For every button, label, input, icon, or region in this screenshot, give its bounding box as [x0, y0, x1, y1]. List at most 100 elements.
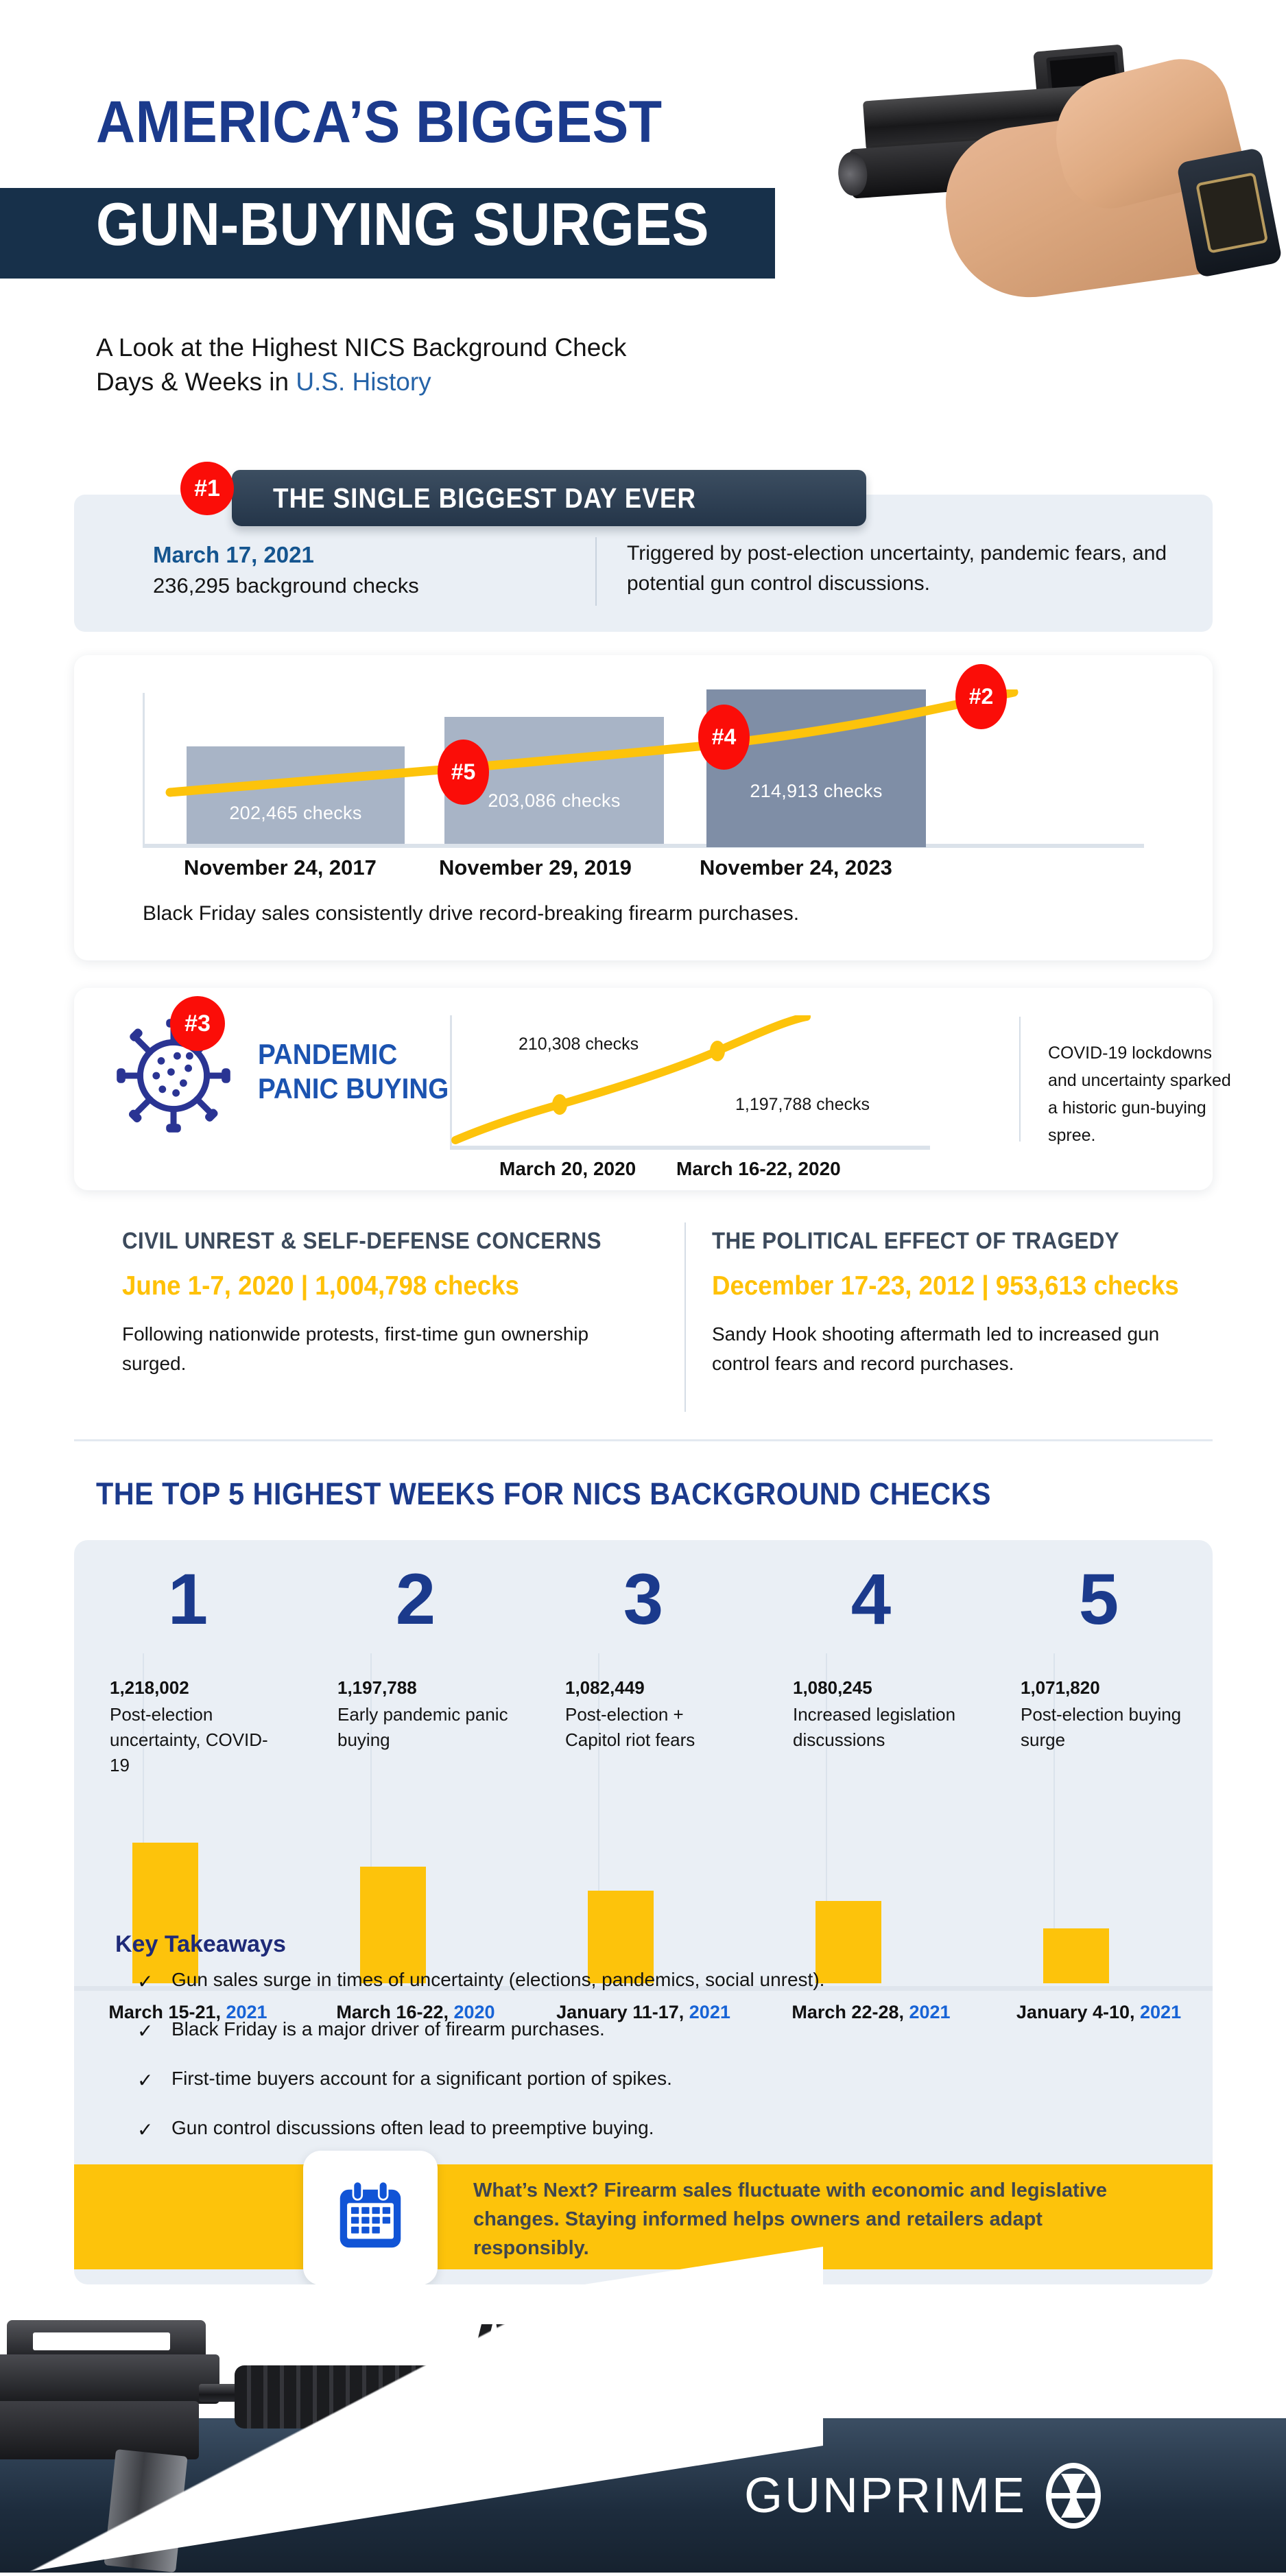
pandemic-label-high: 1,197,788 checks	[735, 1095, 870, 1114]
whats-next-icon-box	[303, 2151, 438, 2285]
week-cause: Post-election uncertainty, COVID-19	[110, 1704, 268, 1775]
top5-axis	[74, 1986, 1213, 1991]
list-item: ✓ Black Friday is a major driver of fire…	[137, 2018, 1097, 2068]
hero-section: AMERICA’S BIGGEST GUN-BUYING SURGES A Lo…	[0, 0, 1286, 480]
week-bar	[815, 1901, 881, 1983]
biggest-day-stats: March 17, 2021 236,295 background checks	[153, 542, 578, 598]
top5-item-3: 3 1,082,449 Post-election + Capitol riot…	[529, 1540, 757, 1993]
page-title-line1: AMERICA’S BIGGEST	[96, 89, 663, 155]
pandemic-trend-line	[451, 1015, 811, 1144]
crosshair-oval-icon	[1046, 2463, 1102, 2529]
rank-badge-1: #1	[180, 462, 234, 515]
calendar-icon	[340, 2180, 401, 2248]
subtitle-line2: Days & Weeks in	[96, 367, 296, 396]
list-item-label: Gun sales surge in times of uncertainty …	[171, 1969, 825, 1990]
two-column-section: CIVIL UNREST & SELF-DEFENSE CONCERNS Jun…	[74, 1222, 1213, 1434]
column-divider	[1053, 1653, 1055, 1983]
black-friday-x-labels: November 24, 2017 November 29, 2019 Nove…	[143, 855, 1144, 883]
column-stat: December 17-23, 2012 | 953,613 checks	[712, 1271, 1179, 1301]
biggest-day-section: THE SINGLE BIGGEST DAY EVER #1 March 17,…	[74, 462, 1213, 632]
biggest-day-ribbon	[232, 470, 866, 526]
x-label: November 24, 2023	[700, 855, 892, 879]
political-effect-column: THE POLITICAL EFFECT OF TRAGEDY December…	[712, 1228, 1219, 1379]
subtitle-line1: A Look at the Highest NICS Background Ch…	[96, 333, 627, 362]
list-item-label: Gun control discussions often lead to pr…	[171, 2117, 654, 2138]
divider	[595, 537, 597, 606]
x-label-month: March 15-21,	[108, 2002, 226, 2022]
column-divider	[598, 1653, 599, 1983]
list-item: ✓ First-time buyers account for a signif…	[137, 2068, 1097, 2117]
pandemic-card: #3 PANDEMIC PANIC BUYING 210,308 checks …	[74, 988, 1231, 1190]
x-label: November 24, 2017	[184, 855, 377, 879]
black-friday-note: Black Friday sales consistently drive re…	[143, 902, 800, 925]
pandemic-title-line1: PANDEMIC	[258, 1038, 398, 1070]
x-label-year: 2020	[453, 2002, 495, 2022]
x-label-month: March 16-22,	[336, 2002, 454, 2022]
rank-badge-2: #2	[955, 664, 1007, 729]
top5-date-labels: March 15-21, 2021 March 16-22, 2020 Janu…	[74, 2002, 1213, 2029]
brand-wordmark: GUNPRIME	[744, 2468, 1027, 2523]
civil-unrest-column: CIVIL UNREST & SELF-DEFENSE CONCERNS Jun…	[122, 1228, 630, 1379]
title-band	[0, 188, 775, 279]
rank-badge-4: #4	[698, 705, 750, 770]
x-label-month: January 11-17,	[556, 2002, 689, 2022]
week-cause: Post-election + Capitol riot fears	[565, 1704, 695, 1750]
brand-logo[interactable]: GUNPRIME	[744, 2463, 1102, 2529]
week-value: 1,080,245	[793, 1677, 872, 1698]
column-heading: THE POLITICAL EFFECT OF TRAGEDY	[712, 1228, 1120, 1254]
x-label: March 16-22, 2020	[676, 1158, 841, 1179]
x-label: March 20, 2020	[499, 1158, 636, 1179]
biggest-day-ribbon-label: THE SINGLE BIGGEST DAY EVER	[273, 482, 696, 514]
x-label-month: January 4-10,	[1016, 2002, 1141, 2022]
column-divider	[143, 1653, 144, 1983]
week-bar	[1043, 1928, 1109, 1983]
list-item-label: First-time buyers account for a signific…	[171, 2068, 672, 2089]
list-item: ✓ Gun sales surge in times of uncertaint…	[137, 1969, 1097, 2018]
black-friday-card: 202,465 checks 203,086 checks 214,913 ch…	[74, 655, 1213, 960]
bar-2017: 202,465 checks	[187, 746, 405, 844]
column-description: Sandy Hook shooting aftermath led to inc…	[712, 1323, 1160, 1375]
column-divider	[826, 1653, 827, 1983]
chart-y-axis	[143, 693, 145, 844]
biggest-day-description: Triggered by post-election uncertainty, …	[627, 542, 1167, 595]
key-takeaways-title: Key Takeaways	[115, 1931, 286, 1957]
top5-item-2: 2 1,197,788 Early pandemic panic buying	[302, 1540, 529, 1993]
bar-value-label: 202,465 checks	[229, 803, 362, 824]
x-label: March 15-21, 2021	[74, 2002, 302, 2023]
x-label: January 4-10, 2021	[985, 2002, 1213, 2023]
divider	[684, 1222, 686, 1412]
column-heading: CIVIL UNREST & SELF-DEFENSE CONCERNS	[122, 1228, 602, 1254]
upper-receiver	[0, 2354, 219, 2404]
muzzle	[665, 2379, 741, 2404]
week-value: 1,218,002	[110, 1677, 189, 1698]
pandemic-note: COVID-19 lockdowns and uncertainty spark…	[1048, 1043, 1231, 1145]
biggest-day-date: March 17, 2021	[153, 542, 314, 567]
pandemic-title-line2: PANIC BUYING	[258, 1072, 449, 1104]
rifle-photo	[0, 2312, 775, 2573]
x-label: November 29, 2019	[439, 855, 632, 879]
week-value: 1,082,449	[565, 1677, 645, 1698]
black-friday-chart: 202,465 checks 203,086 checks 214,913 ch…	[143, 664, 1144, 848]
key-takeaways-list: ✓ Gun sales surge in times of uncertaint…	[137, 1969, 1097, 2166]
top5-columns: 1 1,218,002 Post-election uncertainty, C…	[74, 1540, 1213, 1993]
x-label-year: 2021	[1140, 2002, 1182, 2022]
chart-y-axis	[450, 1015, 452, 1146]
x-label: March 16-22, 2020	[302, 2002, 529, 2023]
top5-item-5: 5 1,071,820 Post-election buying surge	[985, 1540, 1213, 1993]
check-icon: ✓	[137, 1971, 154, 1992]
week-cause: Increased legislation discussions	[793, 1704, 956, 1750]
rank-number: 4	[850, 1559, 892, 1640]
rank-number: 5	[1078, 1559, 1119, 1640]
lower-receiver	[0, 2401, 199, 2459]
week-cause: Post-election buying surge	[1021, 1704, 1182, 1750]
x-label: January 11-17, 2021	[529, 2002, 757, 2023]
x-label: March 22-28, 2021	[757, 2002, 985, 2023]
subtitle-highlight: U.S. History	[296, 367, 431, 396]
column-stat: June 1-7, 2020 | 1,004,798 checks	[122, 1271, 519, 1301]
rank-badge-3: #3	[170, 996, 225, 1051]
pandemic-chart: 210,308 checks 1,197,788 checks	[450, 1015, 944, 1150]
check-icon: ✓	[137, 2020, 154, 2042]
check-icon: ✓	[137, 2070, 154, 2091]
bar-value-label: 214,913 checks	[750, 781, 883, 802]
